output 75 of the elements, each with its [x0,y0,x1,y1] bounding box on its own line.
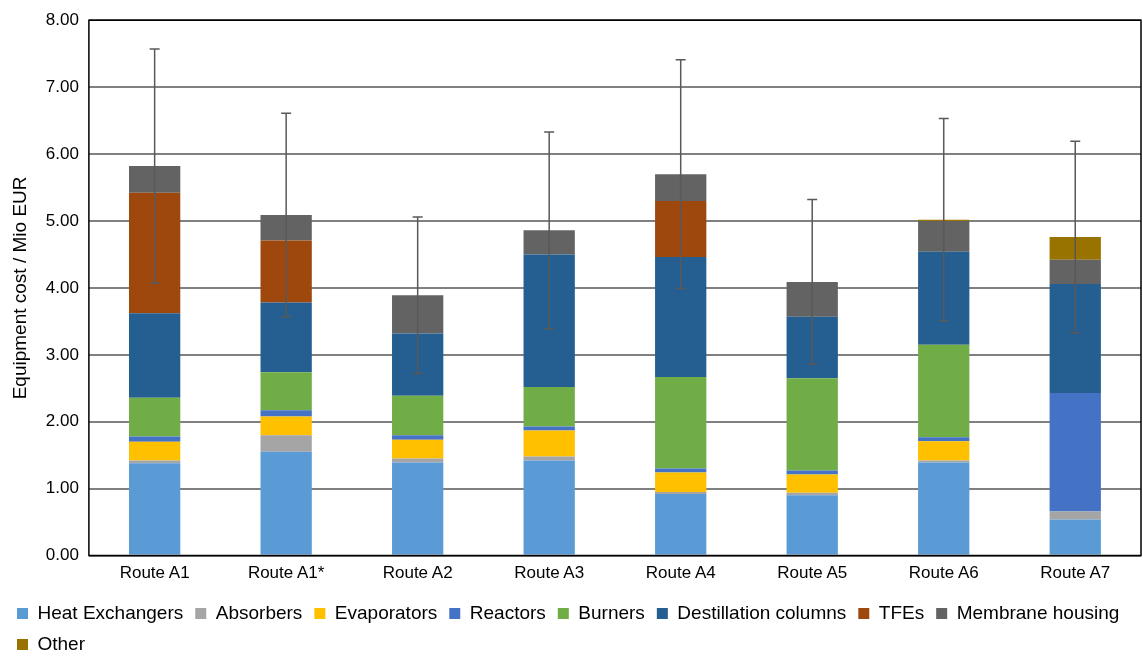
bar [655,494,707,555]
y-tick-label: 7.00 [45,76,79,96]
x-tick-label: Route A1 [119,563,190,583]
bar [918,462,970,555]
legend-label: Absorbers [215,601,303,623]
bar [129,313,181,398]
bar [392,439,444,459]
legend-label: TFEs [878,601,925,623]
x-tick-label: Route A5 [777,563,848,583]
x-tick-label: Route A1* [247,563,325,583]
bar [655,257,707,377]
bar [523,460,575,555]
bar [260,302,312,373]
bar [129,397,181,437]
bar [523,426,575,431]
legend-label: Destillation columns [677,601,847,623]
x-tick-label: Route A4 [645,563,716,583]
y-tick-label: 2.00 [45,411,79,431]
bar [392,458,444,463]
bar [918,460,970,463]
x-tick-label: Route A2 [382,563,453,583]
bar [655,492,707,495]
bar [392,462,444,555]
bar [523,254,575,387]
legend-label: Burners [578,601,645,623]
bar [786,316,838,379]
y-tick-label: 6.00 [45,143,79,163]
bar [1049,237,1101,260]
y-tick-label: 8.00 [45,9,79,29]
bar [655,200,707,258]
bar [918,251,970,345]
bar [1049,392,1101,512]
x-tick-label: Route A7 [1040,563,1111,583]
legend-label: Heat Exchangers [37,601,184,623]
bar [260,240,312,303]
bar [918,437,970,442]
bar [392,435,444,440]
bar [260,410,312,417]
bar [786,495,838,555]
legend-label: Evaporators [334,601,438,623]
legend-label: Other [37,632,86,654]
bar [260,372,312,411]
bar [392,395,444,436]
bar [523,456,575,461]
bar [655,468,707,473]
bar [260,416,312,436]
y-tick-label: 3.00 [45,344,79,364]
bar [129,463,181,555]
bar [260,451,312,555]
bar [655,376,707,469]
bar [1049,283,1101,393]
y-tick-label: 1.00 [45,478,79,498]
y-tick-label: 5.00 [45,210,79,230]
bar [786,474,838,493]
y-tick-label: 0.00 [45,545,79,565]
legend-label: Membrane housing [956,601,1120,623]
x-tick-label: Route A3 [514,563,585,583]
bar [1049,519,1101,555]
y-axis-title: Equipment cost / Mio EUR [8,176,30,400]
y-tick-label: 4.00 [45,277,79,297]
bar [523,386,575,427]
bar [129,436,181,442]
bar [1049,511,1101,520]
bar [129,441,181,461]
bar [655,472,707,493]
bar [129,192,181,314]
bar [918,344,970,438]
bar [786,470,838,475]
bar [918,441,970,461]
bar [523,430,575,457]
bar [260,435,312,452]
x-tick-label: Route A6 [908,563,979,583]
bar [392,333,444,396]
bar [786,378,838,471]
legend-label: Reactors [469,601,546,623]
